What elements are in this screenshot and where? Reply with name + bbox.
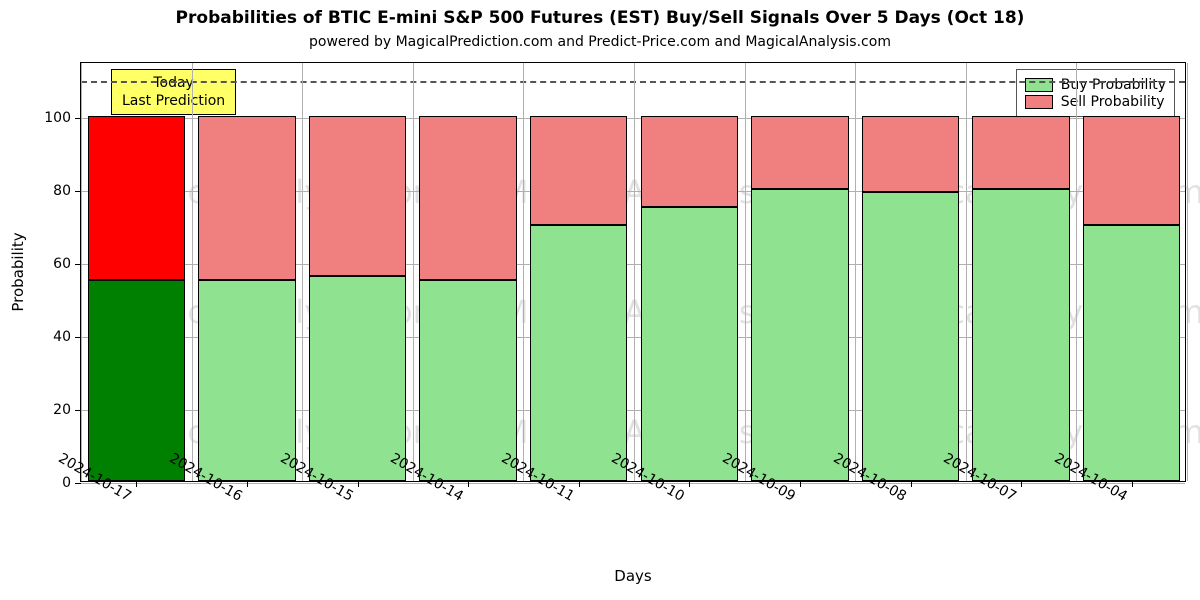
xtick-mark xyxy=(1132,481,1133,487)
ytick-label: 20 xyxy=(53,402,71,418)
bar-group xyxy=(1083,61,1180,481)
bar-buy xyxy=(198,280,295,481)
gridline-vertical xyxy=(966,63,967,481)
gridline-vertical xyxy=(1076,63,1077,481)
bar-sell xyxy=(641,116,738,207)
bar-sell xyxy=(530,116,627,226)
bar-sell xyxy=(309,116,406,277)
bar-sell xyxy=(862,116,959,193)
ytick-mark xyxy=(75,483,81,484)
y-axis-label: Probability xyxy=(9,232,27,311)
ytick-label: 100 xyxy=(44,110,71,126)
gridline-vertical xyxy=(745,63,746,481)
xtick-mark xyxy=(579,481,580,487)
xtick-mark xyxy=(911,481,912,487)
bar-sell xyxy=(972,116,1069,189)
gridline-vertical xyxy=(634,63,635,481)
gridline-vertical xyxy=(855,63,856,481)
chart-container: Probabilities of BTIC E-mini S&P 500 Fut… xyxy=(0,0,1200,600)
xtick-mark xyxy=(358,481,359,487)
bar-buy xyxy=(972,189,1069,481)
bar-group xyxy=(972,61,1069,481)
bar-buy xyxy=(419,280,516,481)
x-axis-label: Days xyxy=(614,567,651,585)
chart-title: Probabilities of BTIC E-mini S&P 500 Fut… xyxy=(0,8,1200,28)
xtick-mark xyxy=(468,481,469,487)
xtick-mark xyxy=(247,481,248,487)
bar-buy xyxy=(88,280,185,481)
ytick-label: 60 xyxy=(53,256,71,272)
xtick-mark xyxy=(136,481,137,487)
xtick-mark xyxy=(800,481,801,487)
bar-group xyxy=(419,61,516,481)
bar-buy xyxy=(1083,225,1180,481)
bar-group xyxy=(641,61,738,481)
gridline-vertical xyxy=(523,63,524,481)
gridline-vertical xyxy=(81,63,82,481)
bar-group xyxy=(309,61,406,481)
bar-buy xyxy=(530,225,627,481)
bar-sell xyxy=(198,116,295,280)
bar-buy xyxy=(641,207,738,481)
plot-area: Today Last Prediction Buy ProbabilitySel… xyxy=(80,62,1186,482)
ytick-label: 40 xyxy=(53,329,71,345)
gridline-vertical xyxy=(192,63,193,481)
bar-sell xyxy=(88,116,185,280)
chart-subtitle: powered by MagicalPrediction.com and Pre… xyxy=(0,34,1200,50)
bar-buy xyxy=(309,276,406,481)
bar-group xyxy=(751,61,848,481)
gridline-vertical xyxy=(302,63,303,481)
bar-group xyxy=(862,61,959,481)
ytick-label: 0 xyxy=(62,475,71,491)
bar-sell xyxy=(419,116,516,280)
bar-sell xyxy=(751,116,848,189)
bar-group xyxy=(530,61,627,481)
bar-buy xyxy=(751,189,848,481)
bar-buy xyxy=(862,192,959,481)
gridline-vertical xyxy=(1187,63,1188,481)
gridline-vertical xyxy=(413,63,414,481)
xtick-mark xyxy=(1021,481,1022,487)
bar-group xyxy=(88,61,185,481)
bar-sell xyxy=(1083,116,1180,226)
xtick-mark xyxy=(689,481,690,487)
ytick-label: 80 xyxy=(53,183,71,199)
bar-group xyxy=(198,61,295,481)
